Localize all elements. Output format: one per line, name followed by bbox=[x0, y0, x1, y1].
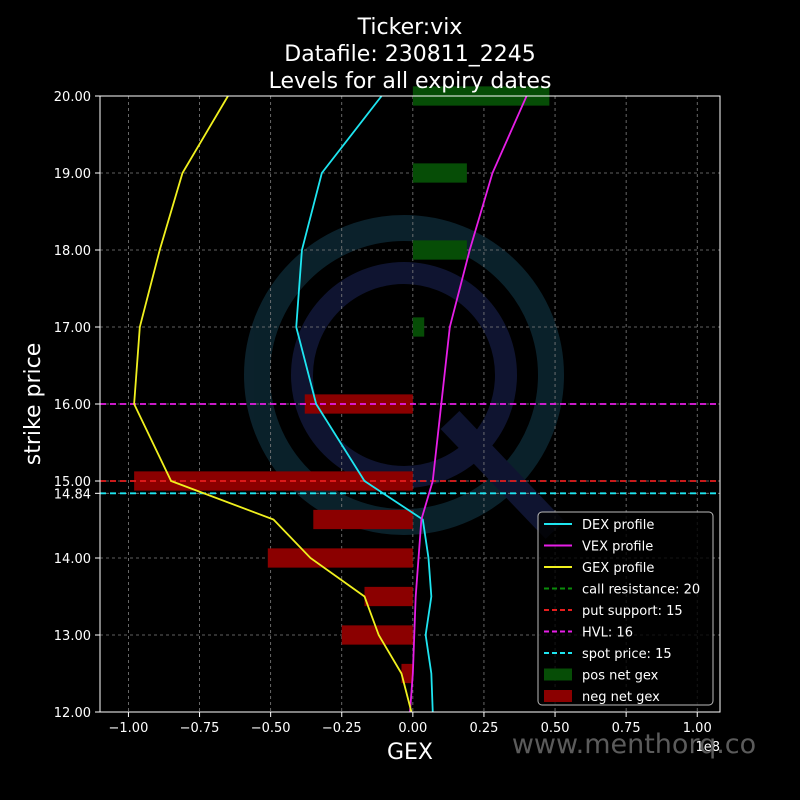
x-axis-label: GEX bbox=[387, 740, 433, 765]
x-tick-label: 1.00 bbox=[683, 721, 712, 736]
y-tick-label: 18.00 bbox=[54, 244, 91, 259]
chart-title-line-2: Datafile: 230811_2245 bbox=[284, 42, 535, 67]
legend-entry: DEX profile bbox=[582, 518, 654, 533]
y-tick-label: 14.00 bbox=[54, 552, 91, 567]
legend-swatch bbox=[544, 690, 572, 702]
x-offset-text: 1e8 bbox=[695, 740, 720, 755]
pos-net-gex-bar bbox=[412, 240, 467, 260]
y-tick-label: 19.00 bbox=[54, 167, 91, 182]
series-line bbox=[409, 95, 528, 713]
y-tick-label: 17.00 bbox=[54, 321, 91, 336]
x-tick-label: 0.50 bbox=[541, 721, 570, 736]
legend-entry: call resistance: 20 bbox=[582, 583, 700, 598]
legend-entry: VEX profile bbox=[582, 540, 653, 555]
legend-entry: put support: 15 bbox=[582, 604, 683, 619]
chart-title-line-3: Levels for all expiry dates bbox=[269, 69, 552, 94]
x-tick-label: 0.75 bbox=[612, 721, 641, 736]
y-axis-label: strike price bbox=[21, 343, 46, 465]
neg-net-gex-bar bbox=[364, 586, 413, 607]
legend-entry: HVL: 16 bbox=[582, 626, 633, 641]
y-tick-label: 20.00 bbox=[54, 90, 91, 105]
legend-box bbox=[537, 511, 714, 706]
legend: DEX profile VEX profile GEX profile call re… bbox=[537, 511, 714, 706]
legend-entry: spot price: 15 bbox=[582, 647, 672, 662]
watermark-text: www.menthorq.co bbox=[512, 729, 756, 760]
neg-net-gex-bar bbox=[304, 394, 413, 414]
x-tick-label: 0.25 bbox=[469, 721, 498, 736]
x-tick-label: −0.50 bbox=[251, 721, 291, 736]
legend-entry: neg net gex bbox=[582, 690, 660, 705]
chart-title-line-1: Ticker:vix bbox=[357, 15, 463, 40]
legend-entry: pos net gex bbox=[582, 669, 659, 684]
y-tick-label: 15.00 bbox=[54, 475, 91, 490]
y-tick-label: 12.00 bbox=[54, 706, 91, 721]
neg-net-gex-bar bbox=[401, 663, 413, 684]
neg-net-gex-bar bbox=[267, 548, 413, 568]
series-line bbox=[295, 95, 434, 713]
pos-net-gex-bar bbox=[412, 163, 467, 183]
legend-entry: GEX profile bbox=[582, 561, 654, 576]
x-tick-label: −0.25 bbox=[322, 721, 362, 736]
neg-net-gex-bar bbox=[341, 625, 413, 645]
x-tick-label: −1.00 bbox=[109, 721, 149, 736]
pos-net-gex-bar bbox=[412, 317, 425, 337]
neg-net-gex-bar bbox=[313, 509, 413, 530]
y-tick-label: 13.00 bbox=[54, 629, 91, 644]
legend-swatch bbox=[544, 668, 572, 681]
x-tick-label: 0.00 bbox=[398, 721, 427, 736]
y-tick-label: 14.84 bbox=[54, 487, 91, 502]
x-tick-label: −0.75 bbox=[180, 721, 220, 736]
y-tick-label: 16.00 bbox=[54, 398, 91, 413]
series-line bbox=[133, 95, 413, 713]
